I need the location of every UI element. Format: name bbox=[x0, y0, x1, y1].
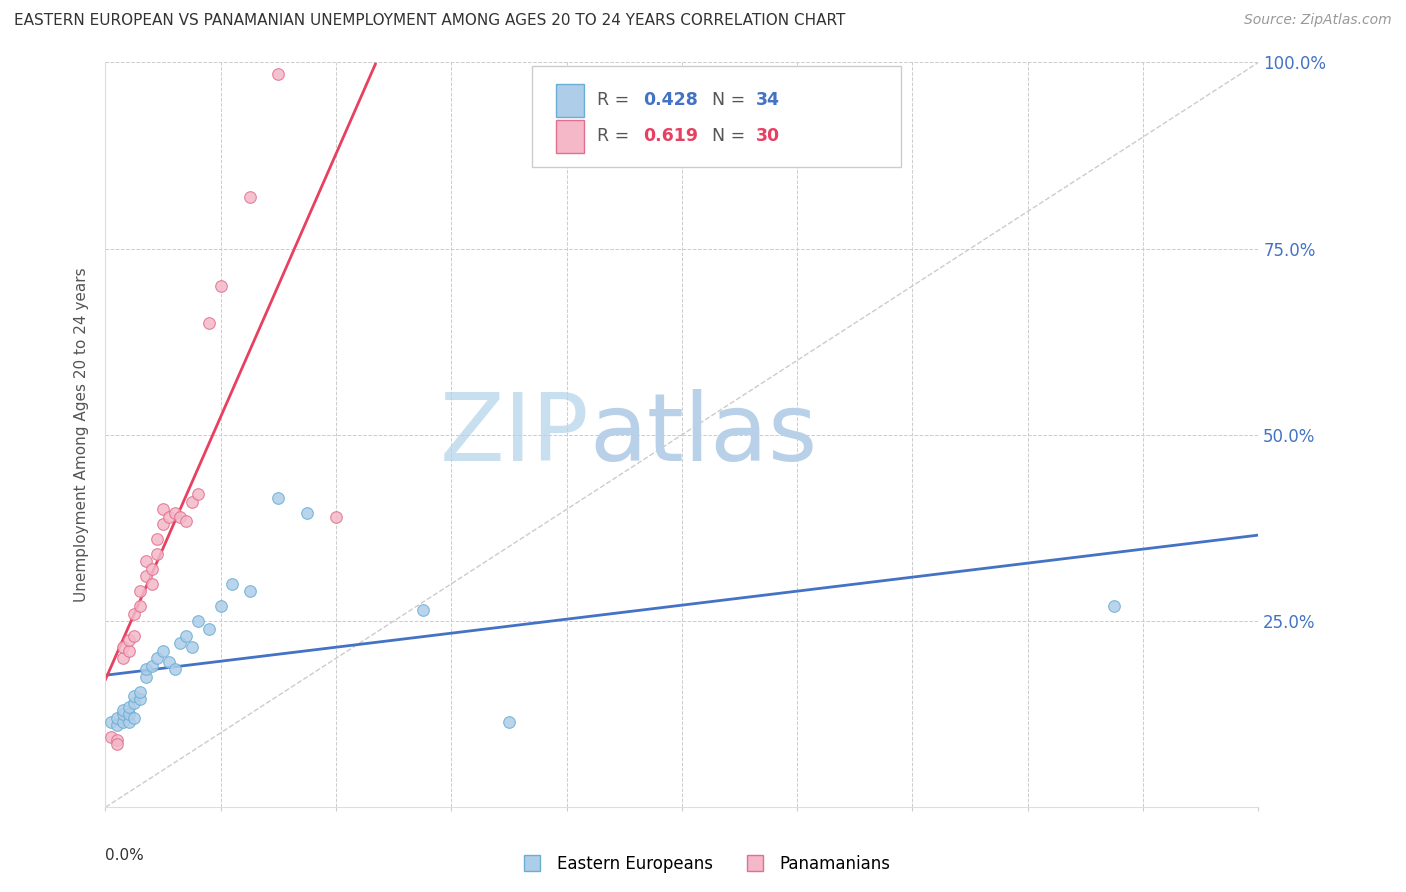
Point bbox=[187, 614, 209, 628]
Point bbox=[111, 640, 134, 654]
Text: R =: R = bbox=[596, 91, 634, 110]
Point bbox=[239, 189, 262, 203]
Point bbox=[163, 506, 186, 520]
Point bbox=[209, 599, 232, 614]
Point bbox=[198, 316, 221, 330]
Point bbox=[111, 703, 134, 717]
Point bbox=[325, 509, 347, 524]
Text: 30: 30 bbox=[755, 128, 780, 145]
Text: EASTERN EUROPEAN VS PANAMANIAN UNEMPLOYMENT AMONG AGES 20 TO 24 YEARS CORRELATIO: EASTERN EUROPEAN VS PANAMANIAN UNEMPLOYM… bbox=[14, 13, 845, 29]
Point bbox=[180, 640, 204, 654]
Point bbox=[1102, 599, 1125, 614]
Point bbox=[105, 737, 128, 751]
Point bbox=[152, 644, 174, 658]
Text: 0.428: 0.428 bbox=[643, 91, 697, 110]
Y-axis label: Unemployment Among Ages 20 to 24 years: Unemployment Among Ages 20 to 24 years bbox=[75, 268, 90, 602]
Text: Source: ZipAtlas.com: Source: ZipAtlas.com bbox=[1244, 13, 1392, 28]
Point bbox=[124, 689, 146, 703]
Text: 0.619: 0.619 bbox=[643, 128, 697, 145]
Point bbox=[124, 696, 146, 710]
FancyBboxPatch shape bbox=[531, 66, 901, 167]
Point bbox=[111, 714, 134, 729]
Point bbox=[157, 655, 180, 669]
Point bbox=[146, 651, 169, 665]
Point bbox=[267, 67, 290, 81]
Point bbox=[180, 495, 204, 509]
Point bbox=[411, 603, 433, 617]
Text: ZIP: ZIP bbox=[440, 389, 589, 481]
Point bbox=[239, 584, 262, 599]
Point bbox=[124, 711, 146, 725]
Point bbox=[267, 491, 290, 505]
Point bbox=[221, 577, 243, 591]
Point bbox=[498, 714, 520, 729]
Point bbox=[152, 502, 174, 516]
FancyBboxPatch shape bbox=[557, 120, 583, 153]
Point bbox=[129, 584, 152, 599]
Point bbox=[129, 685, 152, 699]
Point bbox=[187, 487, 209, 501]
Point bbox=[117, 644, 139, 658]
Text: N =: N = bbox=[711, 128, 751, 145]
Legend: Eastern Europeans, Panamanians: Eastern Europeans, Panamanians bbox=[509, 848, 897, 880]
Text: 0.0%: 0.0% bbox=[105, 848, 145, 863]
Point bbox=[297, 506, 319, 520]
Point bbox=[124, 629, 146, 643]
Point bbox=[117, 699, 139, 714]
Point bbox=[100, 714, 122, 729]
Point bbox=[135, 663, 157, 677]
Point bbox=[105, 711, 128, 725]
Point bbox=[141, 562, 163, 576]
FancyBboxPatch shape bbox=[557, 84, 583, 117]
Point bbox=[135, 670, 157, 684]
Point bbox=[174, 629, 197, 643]
Point bbox=[163, 663, 186, 677]
Point bbox=[117, 707, 139, 722]
Point bbox=[146, 547, 169, 561]
Point bbox=[129, 599, 152, 614]
Point bbox=[146, 532, 169, 546]
Point bbox=[111, 651, 134, 665]
Point bbox=[111, 707, 134, 722]
Point bbox=[105, 718, 128, 732]
Point bbox=[117, 632, 139, 647]
Point bbox=[135, 554, 157, 568]
Point bbox=[117, 714, 139, 729]
Point bbox=[129, 692, 152, 706]
Point bbox=[174, 514, 197, 528]
Point bbox=[135, 569, 157, 583]
Point bbox=[152, 517, 174, 532]
Point bbox=[169, 636, 191, 650]
Point bbox=[169, 509, 191, 524]
Point bbox=[157, 509, 180, 524]
Point bbox=[198, 622, 221, 636]
Text: N =: N = bbox=[711, 91, 751, 110]
Point bbox=[141, 577, 163, 591]
Point bbox=[124, 607, 146, 621]
Point bbox=[105, 733, 128, 747]
Text: R =: R = bbox=[596, 128, 634, 145]
Text: 34: 34 bbox=[755, 91, 780, 110]
Point bbox=[100, 730, 122, 744]
Point bbox=[209, 278, 232, 293]
Text: atlas: atlas bbox=[589, 389, 818, 481]
Point bbox=[141, 658, 163, 673]
